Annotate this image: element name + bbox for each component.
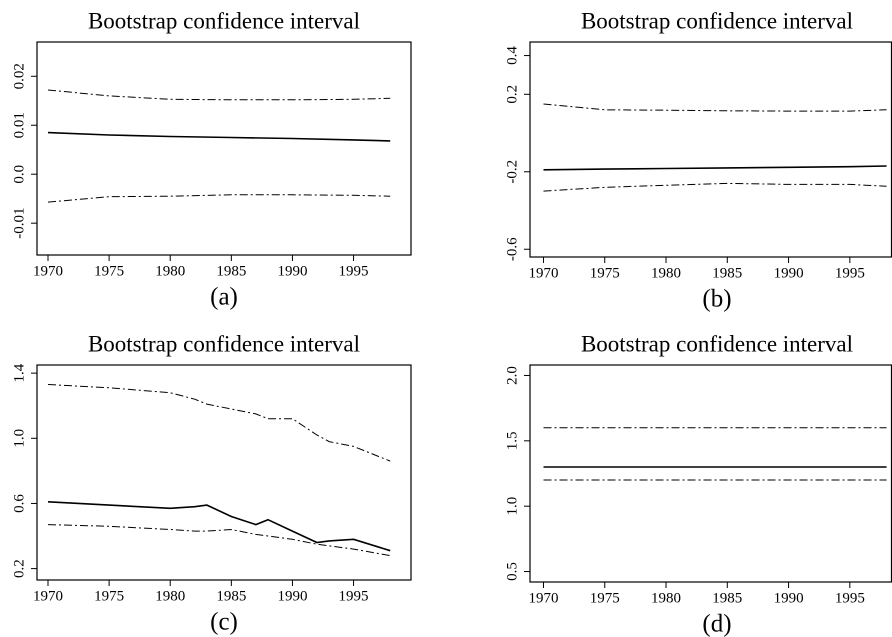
x-tick-label: 1985: [712, 265, 742, 281]
y-tick-label: 0.5: [504, 562, 520, 581]
plot-frame: [529, 41, 892, 258]
series-line: [543, 182, 887, 192]
x-tick-label: 1995: [339, 263, 369, 279]
y-tick-label: -0.2: [504, 160, 520, 184]
chart-title: Bootstrap confidence interval: [581, 8, 853, 33]
x-tick-label: 1975: [590, 265, 620, 281]
plot-frame: [36, 41, 412, 256]
y-tick-label: 0.6: [11, 494, 27, 513]
series-line: [47, 524, 391, 557]
y-tick-label: 2.0: [504, 366, 520, 385]
x-tick-label: 1970: [528, 590, 558, 606]
x-tick-label: 1995: [835, 265, 865, 281]
x-tick-label: 1990: [774, 590, 804, 606]
series-line: [47, 384, 391, 462]
x-tick-label: 1995: [835, 590, 865, 606]
x-tick-label: 1970: [33, 263, 63, 279]
series-line: [47, 131, 391, 142]
x-tick-label: 1975: [94, 588, 124, 604]
y-tick-label: -0.01: [11, 208, 27, 239]
x-tick-label: 1990: [277, 263, 307, 279]
caption: (c): [210, 609, 238, 636]
chart-title: Bootstrap confidence interval: [88, 8, 360, 33]
y-tick-label: 0.2: [504, 85, 520, 104]
series-line: [543, 103, 887, 112]
caption: (d): [702, 611, 731, 637]
x-tick-label: 1990: [774, 265, 804, 281]
y-tick-label: 0.4: [504, 46, 520, 65]
x-tick-label: 1980: [651, 265, 681, 281]
chart-title: Bootstrap confidence interval: [581, 331, 853, 356]
x-tick-label: 1970: [528, 265, 558, 281]
plot-frame: [36, 364, 412, 581]
series-line: [543, 165, 887, 171]
y-tick-label: 0.2: [11, 559, 27, 578]
y-tick-label: -0.6: [504, 237, 520, 261]
x-tick-label: 1980: [155, 588, 185, 604]
x-tick-label: 1975: [94, 263, 124, 279]
x-tick-label: 1985: [216, 588, 246, 604]
y-tick-label: 1.5: [504, 431, 520, 450]
y-tick-label: 1.4: [11, 363, 27, 382]
y-tick-label: 0.02: [11, 63, 27, 89]
x-tick-label: 1980: [155, 263, 185, 279]
x-tick-label: 1980: [651, 590, 681, 606]
plot-frame: [529, 364, 892, 583]
y-tick-label: 0.0: [11, 165, 27, 184]
series-line: [47, 89, 391, 101]
x-tick-label: 1975: [590, 590, 620, 606]
x-tick-label: 1990: [277, 588, 307, 604]
x-tick-label: 1970: [33, 588, 63, 604]
x-tick-label: 1985: [216, 263, 246, 279]
caption: (b): [702, 286, 731, 313]
caption: (a): [210, 284, 238, 311]
chart-title: Bootstrap confidence interval: [88, 331, 360, 356]
x-tick-label: 1995: [339, 588, 369, 604]
y-tick-label: 0.01: [11, 112, 27, 138]
y-tick-label: 1.0: [504, 497, 520, 516]
series-line: [47, 194, 391, 203]
series-line: [47, 501, 391, 552]
x-tick-label: 1985: [712, 590, 742, 606]
y-tick-label: 1.0: [11, 429, 27, 448]
